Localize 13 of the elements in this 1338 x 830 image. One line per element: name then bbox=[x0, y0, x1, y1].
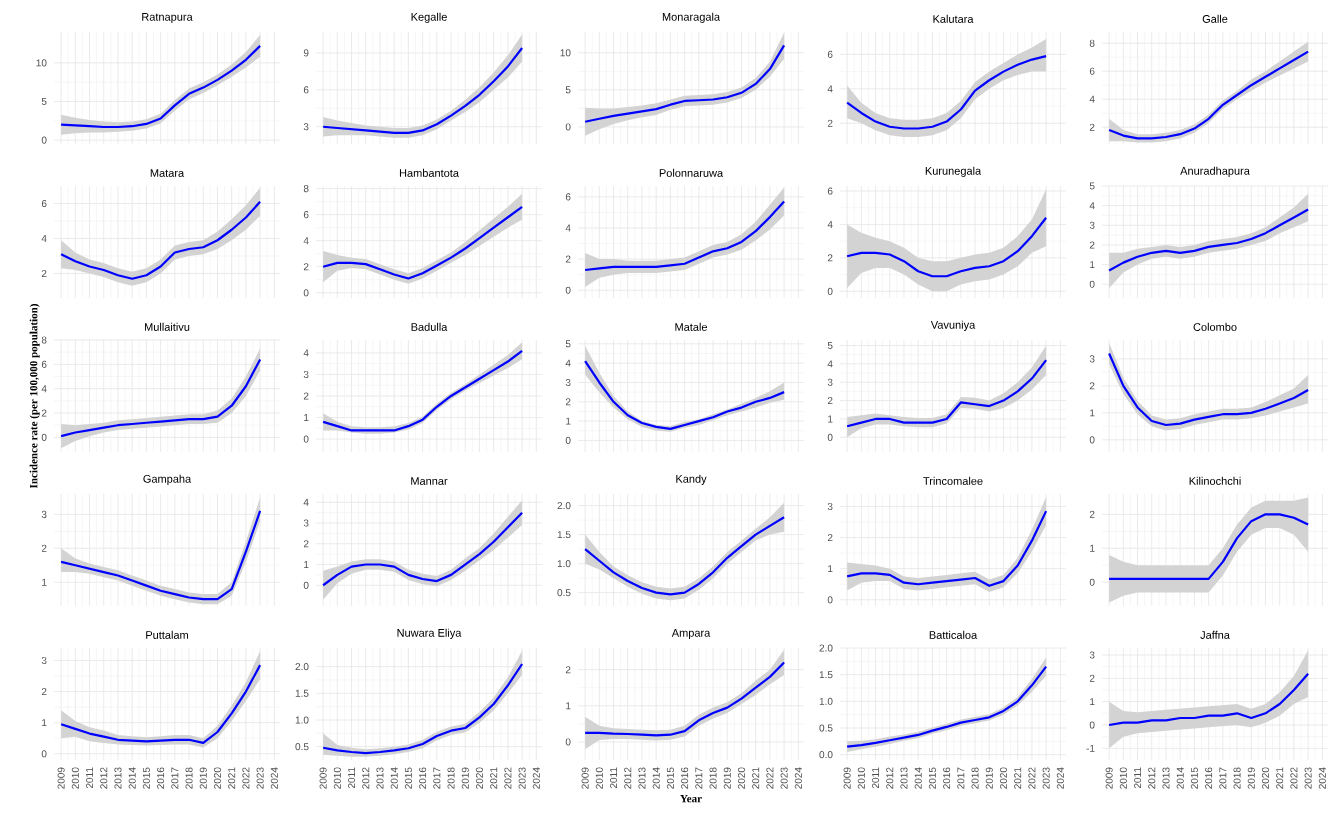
line-series bbox=[584, 661, 786, 737]
line-series bbox=[322, 205, 524, 280]
line-series bbox=[584, 44, 786, 123]
line-series bbox=[846, 55, 1048, 130]
line-series bbox=[584, 360, 786, 430]
line-series bbox=[584, 516, 786, 596]
line-series bbox=[846, 216, 1048, 278]
line-series bbox=[60, 200, 262, 280]
line-series bbox=[846, 510, 1048, 587]
line-series bbox=[1108, 672, 1310, 727]
line-series bbox=[60, 664, 262, 744]
line-series bbox=[1108, 208, 1310, 272]
line-series bbox=[60, 358, 262, 438]
